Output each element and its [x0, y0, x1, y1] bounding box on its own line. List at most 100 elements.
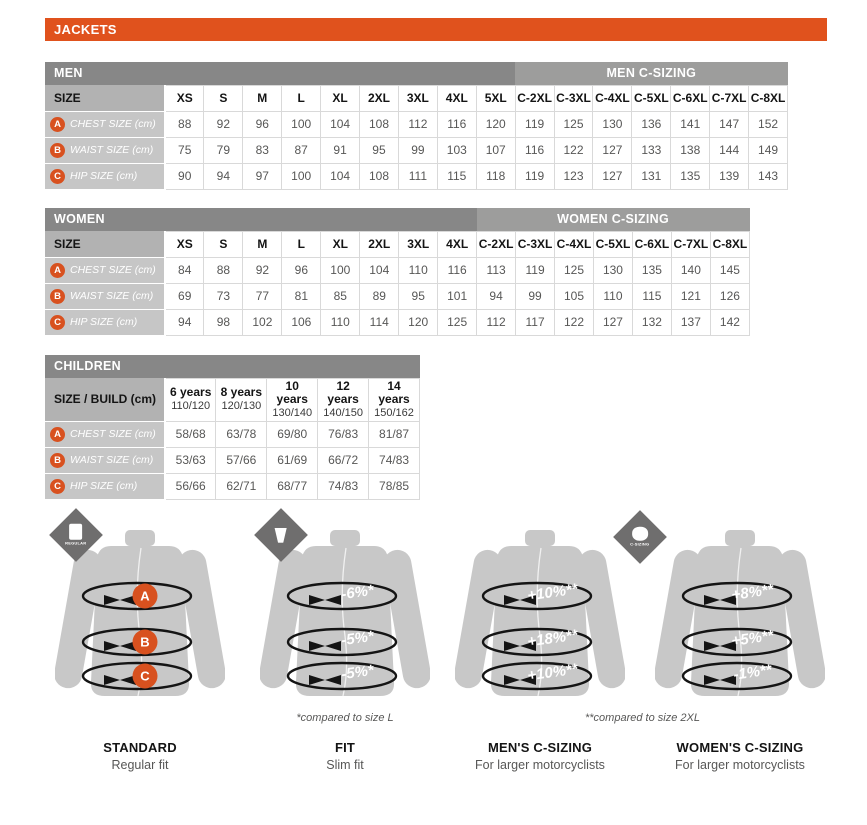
measure-row: C HIP SIZE (cm) 94 98 102 106 110 114 120 125 112 1… — [45, 308, 751, 336]
row-label-text: WAIST SIZE (cm) — [70, 454, 154, 467]
measure-ring: -5%* — [286, 661, 398, 691]
size-column-header: S — [203, 84, 244, 112]
build-range: 120/130 — [221, 400, 262, 413]
table-section-title: WOMEN — [45, 208, 477, 231]
value-cell: 116 — [514, 136, 555, 164]
badge-label: REGULAR — [65, 541, 87, 546]
jacket-back-seam — [536, 547, 543, 697]
measure-letter-badge: B — [50, 452, 65, 468]
diagram-womens-csizing: +8%** +5%** -1%** WOMEN'S C-SIZING For large… — [655, 512, 825, 797]
measure-ring: B — [81, 627, 193, 657]
measure-ellipse — [681, 627, 793, 657]
size-column-header: C-8XL — [748, 84, 788, 112]
value-cell: 127 — [592, 136, 633, 164]
build-range: 140/150 — [323, 407, 363, 420]
value-cell: 123 — [553, 162, 594, 190]
ring-percent-label: -5%* — [340, 628, 376, 650]
row-label-text: HIP SIZE (cm) — [70, 480, 138, 493]
value-cell: 121 — [670, 282, 711, 310]
build-range: 150/162 — [374, 407, 414, 420]
measure-ellipse — [681, 661, 793, 691]
ring-percent-label: -5%* — [340, 662, 376, 684]
value-cell: 69 — [164, 282, 205, 310]
measure-letter-circle — [132, 583, 158, 609]
value-cell: 87 — [281, 136, 322, 164]
value-cell: 144 — [709, 136, 750, 164]
jacket-collar — [125, 530, 155, 546]
row-label: A CHEST SIZE (cm) — [50, 262, 163, 278]
size-header-label: SIZE / BUILD (cm) — [45, 378, 166, 422]
row-label-text: WAIST SIZE (cm) — [70, 290, 154, 302]
arrow-right-icon — [104, 595, 120, 605]
c-sizing-icon — [632, 527, 648, 541]
measure-ellipse — [81, 581, 193, 611]
value-cell: 136 — [631, 110, 672, 138]
measure-ellipse — [481, 661, 593, 691]
value-cell: 141 — [670, 110, 711, 138]
measure-ellipse — [81, 627, 193, 657]
measure-ring: +5%** — [681, 627, 793, 657]
measure-letter-circle — [132, 663, 158, 689]
badge-icon-regular: REGULAR — [65, 524, 87, 546]
value-cell: 88 — [203, 256, 244, 284]
age-label: 6 years — [170, 385, 212, 400]
diagram-mens-csizing: +10%** +18%** +10%** C-SIZING **compared to … — [455, 510, 700, 797]
value-cell: 58/68 — [164, 420, 217, 448]
value-cell: 66/72 — [317, 446, 370, 474]
value-cell: 96 — [242, 110, 283, 138]
arrow-left-icon — [325, 641, 341, 651]
size-column-header: 2XL — [359, 230, 400, 258]
diagram-fit: -6%* -5%* -5%* *compared to size L FIT Slim f… — [254, 508, 430, 797]
value-cell: 116 — [437, 256, 478, 284]
value-cell: 100 — [320, 256, 361, 284]
arrow-right-icon — [504, 641, 520, 651]
jacket-right-sleeve — [178, 549, 225, 689]
size-column-header: C-6XL — [670, 84, 711, 112]
ring-letter-label: B — [140, 635, 149, 650]
value-cell: 113 — [476, 256, 517, 284]
size-column-header: XS — [164, 230, 205, 258]
value-cell: 110 — [320, 308, 361, 336]
arrow-right-icon — [309, 641, 325, 651]
measure-ring: -6%* — [286, 582, 398, 611]
value-cell: 77 — [242, 282, 283, 310]
row-label: C HIP SIZE (cm) — [50, 314, 163, 330]
age-label: 8 years — [220, 385, 263, 400]
regular-fit-icon — [69, 524, 83, 540]
value-cell: 108 — [359, 110, 399, 138]
measure-ellipse — [286, 661, 398, 691]
value-cell: 107 — [475, 136, 516, 164]
table-section-title: MEN — [45, 62, 516, 85]
arrow-right-icon — [104, 675, 120, 685]
arrow-left-icon — [120, 641, 136, 651]
value-cell: 63/78 — [215, 420, 268, 448]
row-label: B WAIST SIZE (cm) — [50, 288, 163, 304]
jacket-left-sleeve — [455, 549, 502, 689]
measure-row: B WAIST SIZE (cm) 53/63 57/66 61/69 66/72 74/8… — [45, 446, 420, 474]
row-label-cell: A CHEST SIZE (cm) — [45, 257, 166, 284]
men-size-header-row: SIZE XS S M L XL 2XL 3XL 4XL 5XL C-2XL C-3XL C-4XL C-… — [45, 84, 788, 112]
children-size-table: CHILDREN SIZE / BUILD (cm) 6 years 110/120 8… — [45, 355, 420, 500]
age-label: 12 years — [327, 378, 359, 407]
arrow-right-icon — [704, 595, 720, 605]
row-label: A CHEST SIZE (cm) — [50, 426, 163, 442]
jacket-left-sleeve — [260, 549, 307, 689]
value-cell: 84 — [164, 256, 205, 284]
arrow-right-icon — [704, 675, 720, 685]
arrow-left-icon — [325, 595, 341, 605]
csizing-section-title: WOMEN C-SIZING — [476, 208, 750, 231]
row-label-cell: C HIP SIZE (cm) — [45, 309, 166, 336]
value-cell: 104 — [320, 110, 361, 138]
age-column-header: 6 years 110/120 — [164, 377, 217, 422]
value-cell: 112 — [476, 308, 517, 336]
value-cell: 61/69 — [266, 446, 319, 474]
age-column-header: 10 years 130/140 — [266, 377, 319, 422]
value-cell: 104 — [359, 256, 400, 284]
jacket-silhouette: +8%** +5%** -1%** — [655, 530, 825, 697]
value-cell: 125 — [553, 110, 594, 138]
value-cell: 110 — [592, 282, 633, 310]
measure-ellipse — [286, 627, 398, 657]
value-cell: 96 — [281, 256, 322, 284]
value-cell: 142 — [709, 308, 751, 336]
value-cell: 120 — [475, 110, 516, 138]
